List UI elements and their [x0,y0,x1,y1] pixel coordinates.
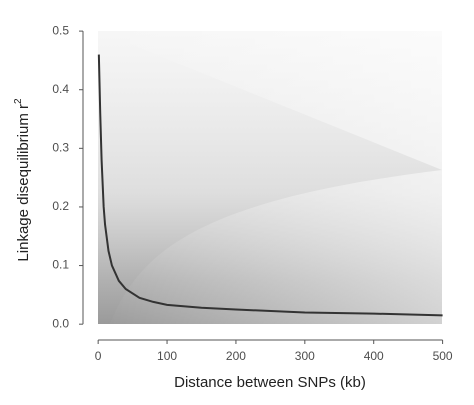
x-tick-label: 500 [433,349,453,363]
x-tick-label: 200 [226,349,246,363]
y-tick-label: 0.1 [52,258,69,272]
y-tick-label: 0.3 [52,141,69,155]
y-tick-label: 0.4 [52,82,69,96]
y-tick-label: 0.2 [52,199,69,213]
fit-line [97,54,443,317]
y-axis-title-sup: 2 [13,98,24,104]
x-tick-label: 400 [364,349,384,363]
y-tick-label: 0.5 [52,23,69,37]
y-axis-title-text: Linkage disequilibrium r [15,104,32,262]
x-tick-label: 100 [157,349,177,363]
x-tick-label: 0 [95,349,102,363]
x-tick-label: 300 [295,349,315,363]
y-axis-title: Linkage disequilibrium r2 [13,98,32,262]
x-axis-title: Distance between SNPs (kb) [174,374,366,391]
point-cloud [98,31,442,324]
y-tick-label: 0.0 [52,316,69,330]
